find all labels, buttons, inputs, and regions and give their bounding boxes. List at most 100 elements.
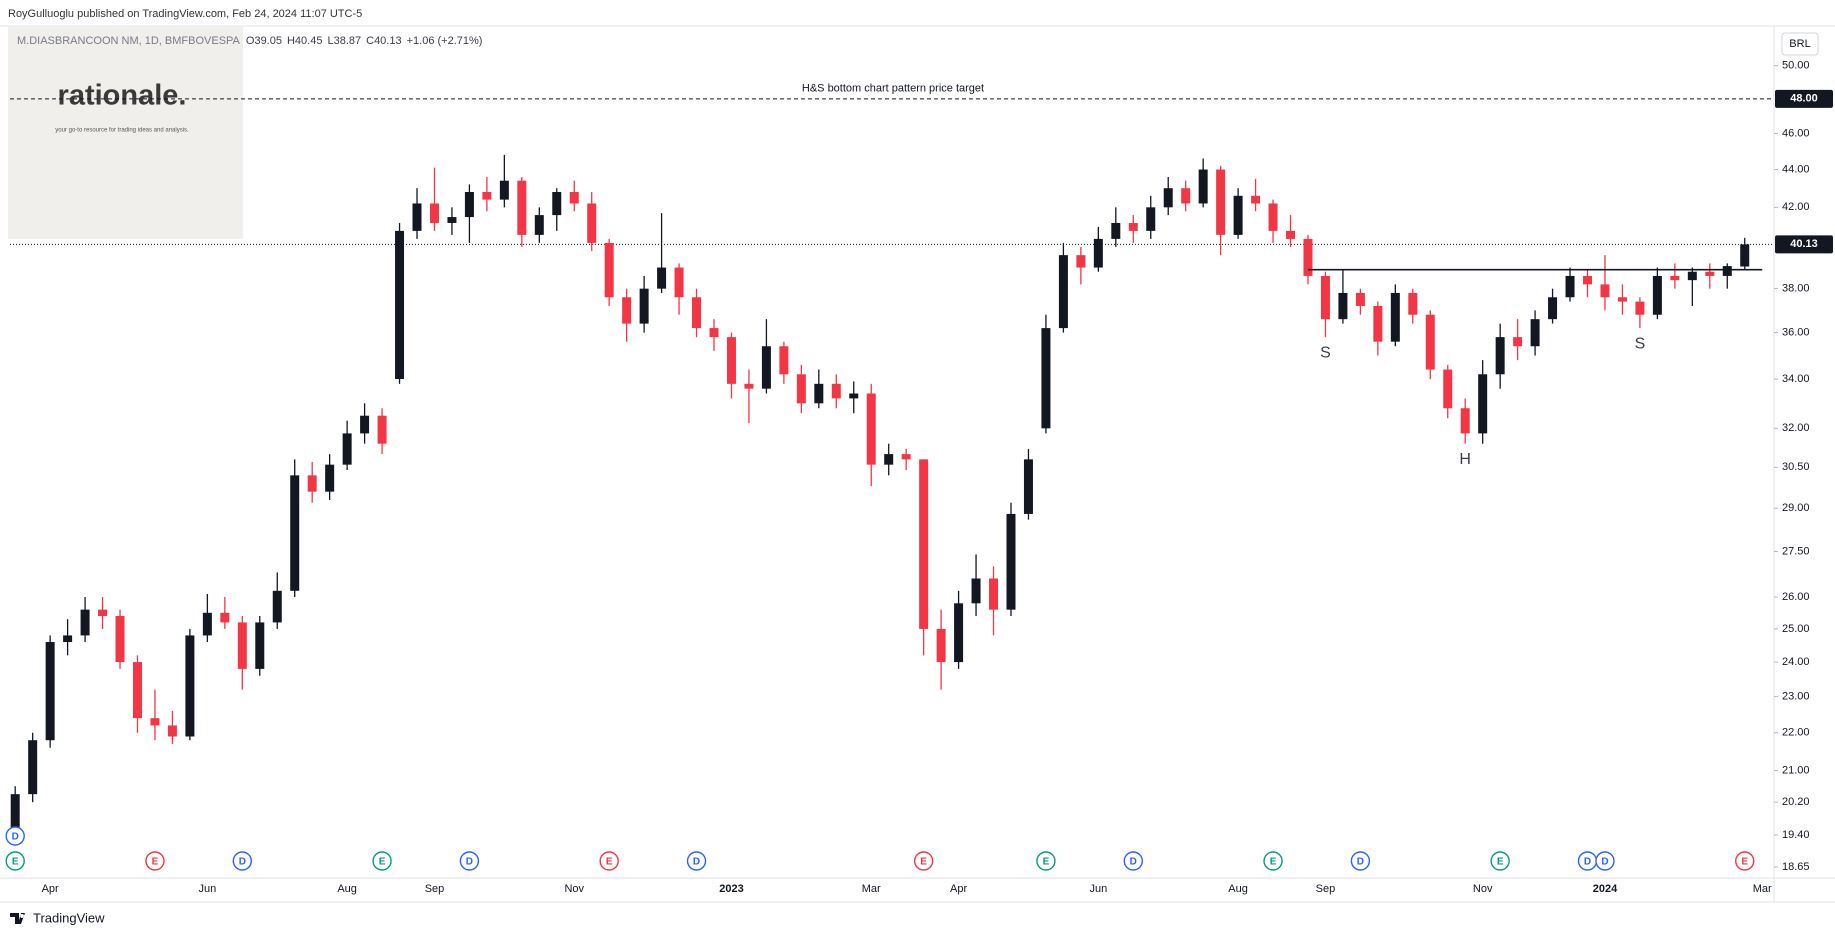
event-label: D bbox=[1357, 857, 1364, 868]
candle-body bbox=[499, 180, 509, 200]
event-label: E bbox=[1270, 857, 1277, 868]
event-marker bbox=[372, 851, 392, 871]
event-marker bbox=[145, 851, 165, 871]
symbol-label: M.DIASBRANCOON NM, 1D, BMFBOVESPA bbox=[17, 35, 241, 47]
event-marker bbox=[599, 851, 619, 871]
candle-body bbox=[220, 612, 230, 623]
y-tick-label: 30.50 bbox=[1782, 461, 1810, 473]
y-tick-label: 36.00 bbox=[1782, 327, 1810, 339]
y-tick-label: 42.00 bbox=[1782, 201, 1810, 213]
candle-body bbox=[1268, 203, 1278, 231]
candle-body bbox=[639, 288, 649, 324]
candle-body bbox=[429, 203, 439, 223]
candle-body bbox=[1565, 275, 1575, 298]
y-tick-label: 24.00 bbox=[1782, 656, 1810, 668]
y-tick-label: 32.00 bbox=[1782, 422, 1810, 434]
event-label: E bbox=[152, 857, 159, 868]
candle-body bbox=[1058, 255, 1068, 329]
candle-body bbox=[1006, 513, 1016, 610]
pattern-label: S bbox=[1320, 344, 1331, 361]
event-label: D bbox=[1601, 857, 1608, 868]
candle-body bbox=[866, 393, 876, 465]
candle-body bbox=[1251, 195, 1261, 204]
candle-body bbox=[1687, 271, 1697, 281]
event-marker bbox=[1036, 851, 1056, 871]
candle-body bbox=[202, 612, 212, 636]
event-label: E bbox=[920, 857, 927, 868]
candle-body bbox=[464, 191, 474, 218]
event-label: E bbox=[1043, 857, 1050, 868]
event-label: E bbox=[606, 857, 613, 868]
candle-body bbox=[604, 242, 614, 298]
candle-body bbox=[1023, 459, 1033, 514]
candle-body bbox=[237, 622, 247, 669]
candle-body bbox=[1495, 337, 1505, 375]
candle-body bbox=[1652, 275, 1662, 315]
y-tick-label: 38.00 bbox=[1782, 283, 1810, 295]
candle-body bbox=[307, 475, 317, 492]
x-tick-label: 2024 bbox=[1593, 883, 1618, 895]
candle-body bbox=[80, 609, 90, 636]
y-tick-label: 19.40 bbox=[1782, 829, 1810, 841]
candle-body bbox=[1076, 255, 1086, 268]
logo-tagline: your go-to resource for trading ideas an… bbox=[55, 128, 189, 134]
candle-body bbox=[831, 383, 841, 399]
footer-logo bbox=[10, 913, 25, 924]
last-price-box bbox=[1775, 235, 1833, 254]
candle-body bbox=[1338, 292, 1348, 320]
candle-body bbox=[1181, 188, 1191, 204]
y-tick-label: 46.00 bbox=[1782, 127, 1810, 139]
candle-body bbox=[1163, 188, 1173, 208]
ohlc-label: H40.45 bbox=[287, 35, 322, 47]
candle-body bbox=[45, 642, 55, 741]
y-tick-label: 50.00 bbox=[1782, 60, 1810, 72]
candle-body bbox=[167, 725, 177, 737]
candle-body bbox=[1635, 301, 1645, 315]
candle-body bbox=[1303, 238, 1313, 276]
y-tick-label: 44.00 bbox=[1782, 163, 1810, 175]
candle-body bbox=[989, 578, 999, 610]
candle-body bbox=[919, 459, 929, 629]
event-label: D bbox=[466, 857, 473, 868]
candle-body bbox=[814, 383, 824, 404]
event-label: D bbox=[239, 857, 246, 868]
x-tick-label: Nov bbox=[564, 883, 584, 895]
x-tick-label: Apr bbox=[42, 883, 59, 895]
event-label: D bbox=[1584, 857, 1591, 868]
candle-body bbox=[1425, 314, 1435, 370]
candle-body bbox=[954, 603, 964, 663]
candle-body bbox=[10, 794, 20, 835]
candle-body bbox=[360, 415, 370, 434]
candle-body bbox=[325, 464, 335, 492]
event-marker bbox=[1350, 851, 1371, 871]
candle-body bbox=[447, 217, 457, 223]
candle-body bbox=[1373, 305, 1383, 342]
candle-body bbox=[1233, 195, 1243, 235]
candle-body bbox=[1390, 292, 1400, 342]
x-tick-label: Aug bbox=[1228, 883, 1248, 895]
candle-body bbox=[150, 718, 160, 726]
candle-body bbox=[132, 662, 142, 719]
candle-body bbox=[936, 628, 946, 663]
candle-body bbox=[692, 297, 702, 329]
candle-body bbox=[971, 578, 981, 604]
candle-body bbox=[1355, 292, 1365, 306]
candle-body bbox=[1093, 238, 1103, 268]
candle-body bbox=[272, 590, 282, 623]
event-label: D bbox=[12, 832, 19, 843]
candle-body bbox=[28, 740, 38, 795]
candle-body bbox=[482, 191, 492, 200]
logo-name: rationale. bbox=[58, 80, 187, 112]
candle-body bbox=[185, 635, 195, 737]
candle-body bbox=[412, 203, 422, 231]
ohlc-label: +1.06 (+2.71%) bbox=[407, 35, 483, 47]
event-label: E bbox=[1497, 857, 1504, 868]
candle-body bbox=[342, 433, 352, 465]
candle-body bbox=[657, 267, 667, 289]
candle-body bbox=[1740, 244, 1750, 267]
candle-body bbox=[98, 609, 108, 617]
x-tick-label: Sep bbox=[425, 883, 445, 895]
candle-body bbox=[395, 230, 405, 380]
event-marker bbox=[1123, 851, 1143, 871]
